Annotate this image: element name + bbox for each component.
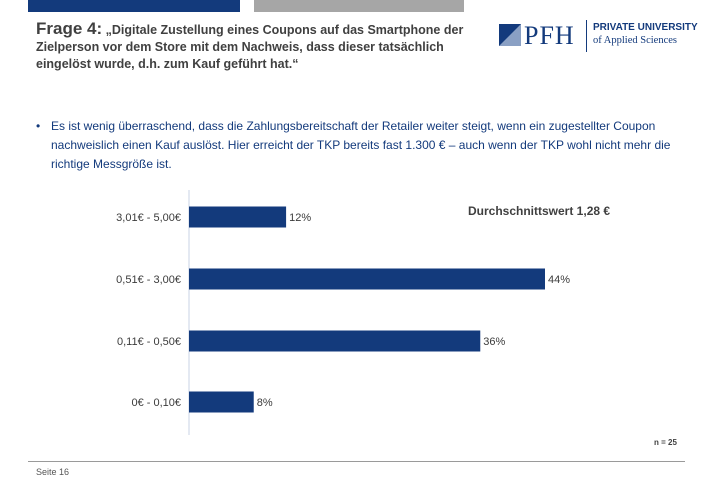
bar-chart: 3,01€ - 5,00€ 12% 0,51€ - 3,00€ 44% 0,11€ - … [0,190,705,440]
average-annotation: Durchschnittswert 1,28 € [468,204,611,218]
pfh-logo: PFH PRIVATE UNIVERSITY of Applied Scienc… [499,16,699,56]
question-number: Frage 4: [36,19,103,38]
category-label: 3,01€ - 5,00€ [116,212,181,224]
sample-size: n = 25 [654,438,677,447]
logo-divider [586,20,587,52]
header-accent-bar-blue [28,0,240,12]
slide-title: Frage 4: „Digitale Zustellung eines Coup… [36,20,476,73]
bullet-point: • Es ist wenig überraschend, dass die Za… [36,117,691,174]
value-label: 44% [548,274,570,286]
value-label: 8% [257,397,273,409]
question-text: „Digitale Zustellung eines Coupons auf d… [36,23,464,71]
logo-subtitle-2: of Applied Sciences [593,35,677,46]
bullet-text: Es ist wenig überraschend, dass die Zahl… [51,119,671,171]
bar-chart-svg: 3,01€ - 5,00€ 12% 0,51€ - 3,00€ 44% 0,11€ - … [116,190,570,435]
logo-subtitle-1: PRIVATE UNIVERSITY [593,22,698,33]
bullet-symbol: • [36,119,41,133]
bar [189,391,254,413]
footer-divider [28,461,685,462]
category-label: 0,51€ - 3,00€ [116,274,181,286]
logo-wordmark: PFH [524,21,575,50]
category-label: 0€ - 0,10€ [131,397,181,409]
value-label: 36% [483,336,505,348]
category-label: 0,11€ - 0,50€ [117,336,181,348]
bar [189,206,287,228]
bar [189,268,545,290]
page-number: Seite 16 [36,467,70,477]
value-label: 12% [289,212,311,224]
logo-triangle-icon [499,24,521,46]
bar [189,330,481,352]
header-accent-bar-grey [254,0,464,12]
